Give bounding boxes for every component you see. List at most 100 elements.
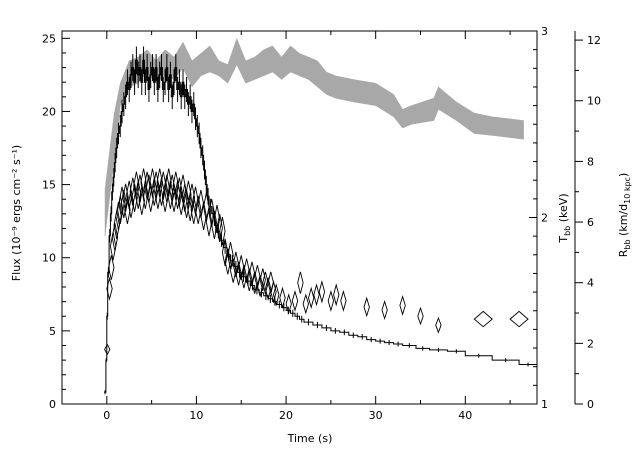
radius-point	[131, 183, 138, 212]
radius-point	[144, 171, 151, 200]
radius-point	[279, 286, 286, 310]
radius-point	[154, 180, 162, 209]
radius-point	[167, 180, 174, 209]
radius-point	[219, 217, 226, 246]
radius-point	[264, 276, 272, 301]
radius-point	[363, 296, 370, 318]
radius-point	[399, 295, 406, 316]
radius-point	[108, 255, 115, 280]
radius-point	[302, 293, 309, 315]
x-tick-label: 30	[369, 409, 383, 422]
radius-point	[211, 211, 218, 240]
x-tick-label: 20	[279, 409, 293, 422]
kt-tick-label: 2	[541, 212, 548, 225]
radius-point	[160, 171, 167, 200]
radius-point	[227, 241, 234, 269]
radius-point	[127, 189, 135, 218]
radius-point	[238, 255, 245, 280]
radius-point	[216, 214, 223, 243]
radius-point	[104, 343, 111, 356]
radius-tick-label: 2	[587, 337, 594, 350]
y-axis-kt-title: Tbb (keV)	[557, 193, 572, 243]
radius-point	[140, 168, 147, 197]
radius-point	[178, 186, 185, 215]
radius-point	[174, 180, 181, 209]
radius-tick-label: 0	[587, 398, 594, 411]
radius-point	[200, 201, 207, 231]
radius-point	[273, 283, 280, 307]
radius-point	[192, 186, 199, 215]
radius-point	[417, 306, 424, 326]
radius-point	[170, 183, 178, 212]
flux-tick-label: 25	[42, 32, 56, 45]
radius-point	[230, 258, 237, 283]
radius-point	[136, 174, 144, 203]
radius-point	[256, 274, 264, 297]
radius-point	[185, 180, 192, 209]
radius-point	[235, 261, 242, 286]
radius-point	[308, 286, 315, 310]
flux-tick-label: 15	[42, 179, 56, 192]
radius-point	[165, 168, 172, 197]
radius-point	[251, 271, 258, 294]
radius-point	[297, 271, 304, 294]
radius-point	[313, 283, 320, 307]
radius-point	[435, 316, 442, 334]
radius-point	[224, 248, 231, 275]
radius-tick-label: 6	[587, 216, 594, 229]
radius-point	[291, 289, 299, 312]
radius-point	[158, 177, 165, 206]
radius-point	[243, 258, 250, 283]
radius-point	[129, 177, 136, 206]
radius-point	[188, 183, 196, 212]
radius-point	[151, 177, 158, 206]
radius-point	[138, 186, 145, 215]
radius-point	[270, 279, 277, 304]
radius-point	[246, 268, 253, 292]
flux-tick-label: 5	[49, 325, 56, 338]
kt-tick-label: 3	[541, 25, 548, 38]
radius-layer	[104, 168, 529, 356]
radius-point	[124, 195, 131, 224]
radius-point	[509, 310, 529, 328]
radius-tick-label: 4	[587, 277, 594, 290]
flux-layer	[104, 46, 537, 395]
radius-point	[135, 180, 142, 209]
flux-tick-label: 0	[49, 398, 56, 411]
x-tick-label: 40	[458, 409, 472, 422]
kt-tick-label: 1	[541, 398, 548, 411]
radius-point	[118, 186, 126, 215]
x-tick-label: 0	[103, 409, 110, 422]
flux-tick-label: 20	[42, 105, 56, 118]
radius-point	[240, 265, 248, 289]
radius-point	[147, 183, 154, 212]
radius-point	[203, 192, 210, 221]
flux-tick-label: 10	[42, 252, 56, 265]
radius-point	[213, 204, 221, 234]
radius-point	[333, 283, 340, 307]
radius-point	[111, 223, 119, 252]
radius-point	[106, 276, 113, 301]
y-axis-left-title: Flux (10⁻⁹ ergs cm⁻² s⁻¹)	[10, 145, 23, 281]
plot-frame	[61, 30, 538, 405]
radius-point	[115, 201, 122, 231]
x-tick-label: 10	[189, 409, 203, 422]
radius-point	[221, 238, 229, 267]
radius-tick-label: 8	[587, 155, 594, 168]
radius-point	[181, 183, 188, 212]
radius-point	[340, 289, 347, 312]
radius-point	[327, 289, 335, 312]
radius-point	[205, 207, 213, 237]
x-axis-title: Time (s)	[287, 432, 333, 445]
radius-point	[381, 299, 388, 321]
radius-point	[259, 268, 266, 292]
radius-tick-label: 12	[587, 34, 601, 47]
radius-point	[195, 195, 202, 224]
radius-point	[318, 279, 326, 304]
radius-tick-label: 10	[587, 95, 601, 108]
y-axis-radius-title: Rbb (km/d10 kpc)	[617, 173, 632, 258]
radius-point	[232, 251, 240, 278]
radius-point	[473, 310, 493, 328]
